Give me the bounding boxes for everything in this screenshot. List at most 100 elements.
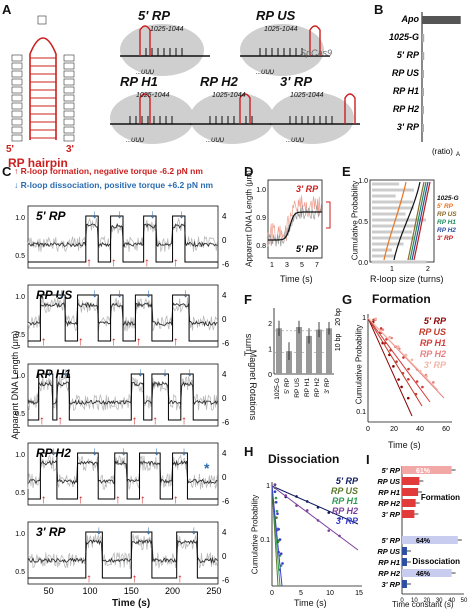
u-track: ...UUU: [136, 70, 155, 76]
g-y-tick: 1: [362, 315, 366, 322]
h-x-tick: 15: [355, 590, 363, 597]
arrow-down-icon: ↓: [179, 207, 185, 221]
nucleotide-tag: [63, 54, 75, 62]
arrow-down-icon: ↓: [59, 286, 65, 300]
c-right-tick: -6: [222, 339, 230, 348]
h-data-point: [281, 562, 284, 565]
e-ylabel: Cumulative Probability: [350, 180, 360, 261]
g-legend-entry: RP H1: [420, 338, 446, 348]
e-legend-entry: RP H2: [437, 227, 456, 234]
nucleotide-tag: [63, 86, 75, 94]
arrow-up-icon: ↑: [132, 571, 138, 585]
hairpin-backbone: [29, 37, 57, 140]
f-x-tick: 1025-G: [274, 378, 281, 400]
cas9-blob: [240, 24, 324, 76]
nucleotide-tag: [63, 118, 75, 126]
i-diss-bar: [402, 536, 458, 544]
e-cdf-curve: [411, 181, 429, 261]
arrow-down-icon: ↓: [137, 365, 143, 379]
chart-b: Apo 1025-G 5' RP RP US RP H1 RP H2 3' RP (ratio…: [389, 12, 461, 158]
panel-f-letter: F: [244, 292, 252, 307]
panel-c-letter: C: [2, 164, 12, 179]
arrow-down-icon: ↓: [191, 523, 197, 537]
arrow-up-icon: ↑: [136, 334, 142, 348]
i-x-tick: 10: [411, 598, 418, 604]
nucleotide-tag: [11, 110, 23, 118]
h-data-point: [273, 490, 277, 493]
nucleotide-tag: [11, 102, 23, 110]
arrow-up-icon: ↑: [78, 334, 84, 348]
h-data-point: [338, 534, 341, 538]
c-right-tick: 0: [222, 315, 227, 324]
h-data-point: [278, 538, 282, 541]
h-data-point: [275, 516, 278, 519]
f-label-20bp: 20 bp: [335, 308, 342, 326]
arrow-down-icon: ↓: [96, 523, 102, 537]
f-bar: [306, 335, 312, 374]
nucleotide-tag: [63, 78, 75, 86]
d-trace-3rp-raw: [267, 195, 322, 245]
c-left-tick: 1.0: [15, 452, 25, 459]
h-legend-entry: 5' RP: [336, 476, 359, 486]
d-xlabel: Time (s): [280, 274, 313, 284]
g-data-point: [410, 358, 414, 362]
cas9-blob: [120, 24, 204, 76]
e-xlabel: R-loop size (turns): [370, 274, 444, 284]
c-left-tick: 0.5: [15, 253, 25, 260]
d-trace-mean: [268, 211, 322, 241]
g-data-point: [395, 360, 398, 363]
seq-range-3: 1025-1044: [136, 92, 170, 99]
f-bar: [276, 328, 282, 374]
b-tick-label: RP H1: [393, 86, 419, 96]
i-pct-diss2: 46%: [416, 571, 431, 578]
arrow-up-icon: ↑: [173, 334, 179, 348]
g-data-point: [401, 371, 405, 375]
b-tick-label: RP H2: [393, 104, 419, 114]
c-xlabel: Time (s): [112, 598, 151, 609]
arrow-up-icon: ↑: [111, 255, 117, 269]
i-x-tick: 20: [423, 598, 430, 604]
i-diss-label: RP US: [377, 547, 400, 556]
b-tick-label: Apo: [401, 14, 420, 24]
c-right-tick: -6: [222, 418, 230, 427]
rp-hairpin-mini: [139, 93, 151, 124]
hairpin-label: RP hairpin: [8, 156, 68, 170]
nucleotide-tag: [11, 126, 23, 134]
i-diss-bar: [402, 569, 452, 577]
construct-label-5rp: 5' RP: [138, 8, 170, 23]
h-y-tick: 0.1: [260, 537, 270, 544]
panel-d-letter: D: [244, 164, 254, 179]
c-right-tick: -6: [222, 497, 230, 506]
g-fit-line: [367, 317, 431, 403]
trace-frame: [27, 205, 219, 269]
arrow-down-icon: ↓: [63, 365, 69, 379]
magnet-rotation-trace: [28, 373, 218, 421]
h-data-point: [327, 511, 331, 514]
e-cdf-curve: [393, 181, 421, 261]
b-tick-label: RP US: [392, 68, 419, 78]
h-data-point: [277, 527, 281, 531]
arrow-down-icon: ↓: [121, 444, 127, 458]
h-legend-entry: RP H1: [332, 496, 358, 506]
nucleotide-tag: [11, 134, 23, 142]
i-form-label: RP US: [377, 477, 400, 486]
c-left-tick: 1.0: [15, 294, 25, 301]
e-x-tick: 1: [390, 266, 394, 273]
rp-hairpin-diagram: [11, 15, 75, 142]
nucleotide-tag: [11, 94, 23, 102]
i-x-tick: 40: [448, 598, 455, 604]
c-ylabel-left: Apparent DNA Length (μm): [10, 330, 20, 440]
panel-e-letter: E: [342, 164, 351, 179]
trace-label: 5' RP: [36, 209, 67, 223]
e-legend-entry: RP H1: [437, 219, 456, 226]
e-cdf-curve: [383, 181, 407, 261]
h-data-point: [305, 500, 309, 503]
nucleotide-tag: [11, 86, 23, 94]
trace-label: 3' RP: [36, 525, 67, 539]
arrow-up-icon: ↑: [140, 492, 146, 506]
d-x-tick: 7: [315, 262, 319, 269]
g-fit-line: [367, 317, 423, 407]
nucleotide-tag: [11, 62, 23, 70]
h-legend-entry: RP H2: [332, 506, 358, 516]
arrow-up-icon: ↑: [41, 492, 47, 506]
